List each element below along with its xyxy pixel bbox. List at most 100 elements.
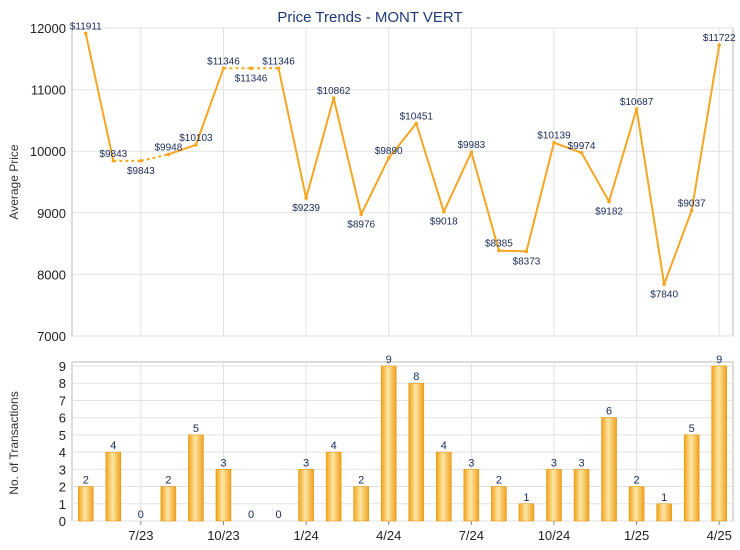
price-line-segment (305, 97, 335, 199)
transaction-bar (656, 503, 672, 522)
price-point (662, 282, 666, 287)
transaction-bar (325, 451, 342, 522)
price-tick-label: 7000 (37, 329, 66, 344)
price-data-label: $11346 (235, 73, 268, 84)
price-line-segment (635, 108, 666, 285)
price-point (359, 212, 363, 217)
transaction-bar (215, 469, 232, 522)
price-data-label: $7840 (650, 289, 678, 300)
price-line-segment (525, 142, 555, 252)
price-tick-label: 9000 (37, 206, 66, 221)
price-point (469, 150, 474, 155)
price-point (442, 209, 446, 214)
x-tick-label: 4/24 (376, 528, 401, 543)
x-tick-label: 10/24 (538, 528, 571, 543)
price-point (194, 143, 198, 147)
transactions-axis-label: No. of Transactions (7, 391, 21, 494)
x-tick-label: 1/24 (293, 528, 318, 543)
x-tick-label: 4/25 (707, 528, 732, 543)
transaction-count-label: 4 (110, 440, 116, 452)
transaction-count-label: 1 (661, 492, 667, 504)
transaction-count-label: 2 (496, 475, 502, 487)
price-point (276, 66, 281, 71)
transactions-tick-label: 3 (59, 462, 66, 477)
price-line-segment (553, 141, 582, 154)
transaction-count-label: 2 (83, 475, 89, 487)
price-data-label: $10139 (537, 131, 571, 142)
price-point (497, 248, 501, 253)
price-data-label: $9239 (292, 203, 320, 214)
price-data-label: $9843 (99, 149, 127, 160)
price-point (414, 121, 419, 126)
price-data-label: $8373 (513, 256, 541, 267)
price-data-label: $9974 (568, 141, 596, 152)
price-data-label: $10451 (400, 111, 434, 122)
price-data-label: $9037 (678, 199, 706, 210)
price-line-segment (84, 33, 115, 162)
price-point (386, 156, 391, 160)
transaction-count-label: 6 (606, 406, 612, 418)
price-data-label: $11911 (70, 21, 102, 32)
transaction-bar (298, 469, 314, 522)
price-point (607, 199, 611, 204)
transaction-bar (436, 451, 452, 522)
x-tick-label: 7/24 (459, 528, 484, 543)
price-line-segment (194, 67, 225, 146)
price-point (689, 208, 694, 213)
transactions-tick-label: 8 (59, 376, 66, 391)
price-point (717, 43, 722, 47)
price-point (579, 151, 584, 155)
transactions-tick-label: 7 (59, 393, 66, 408)
transaction-count-label: 3 (220, 457, 226, 469)
price-plot-frame (71, 27, 734, 337)
price-line-segment (470, 151, 500, 251)
transaction-bar (546, 469, 562, 522)
price-point (139, 159, 143, 163)
transaction-count-label: 9 (386, 354, 392, 366)
price-line-segment (415, 123, 445, 212)
price-axis-label: Average Price (7, 144, 21, 219)
price-line-segment (332, 97, 363, 215)
price-data-label: $9983 (457, 140, 485, 151)
transaction-count-label: 3 (551, 457, 557, 469)
transaction-count-label: 9 (716, 354, 722, 366)
transaction-count-label: 1 (523, 492, 529, 504)
price-point (634, 107, 639, 111)
price-data-label: $9890 (375, 146, 403, 157)
transaction-count-label: 4 (331, 440, 337, 452)
price-data-label: $11346 (207, 56, 240, 67)
price-tick-label: 8000 (37, 267, 66, 282)
transaction-count-label: 3 (468, 457, 474, 469)
price-data-label: $10862 (317, 86, 351, 97)
transactions-plot: 0 1 2 3 4 5 6 7 8 9 7/23 10/23 1/24 4/24 7/24 10/24 1/25… (59, 354, 734, 543)
transaction-bar (491, 486, 507, 522)
price-line-segment (663, 210, 693, 285)
transaction-count-label: 0 (276, 509, 282, 521)
transaction-bar (628, 486, 645, 522)
transaction-count-label: 8 (413, 371, 419, 383)
price-point (552, 140, 556, 145)
transaction-bar (573, 469, 590, 522)
price-line-segment (277, 68, 308, 199)
transaction-count-label: 4 (441, 440, 447, 452)
price-data-label: $11722 (703, 33, 736, 44)
transaction-count-label: 5 (193, 423, 199, 435)
price-data-label: $8385 (485, 239, 513, 250)
transaction-count-label: 0 (138, 509, 144, 521)
price-tick-label: 12000 (30, 21, 66, 36)
transactions-tick-label: 4 (59, 445, 66, 460)
price-data-label: $9948 (154, 142, 182, 153)
price-point (221, 66, 226, 71)
price-point (304, 196, 308, 200)
transaction-count-label: 3 (578, 457, 584, 469)
price-line-segment (580, 152, 610, 203)
price-point (111, 159, 116, 163)
price-point (83, 31, 88, 36)
price-data-label: $10103 (179, 133, 213, 144)
price-data-label: $10687 (620, 97, 654, 108)
transaction-count-label: 2 (634, 475, 640, 487)
transaction-bar (683, 434, 700, 522)
price-point (249, 66, 253, 71)
transactions-tick-label: 9 (59, 359, 66, 374)
